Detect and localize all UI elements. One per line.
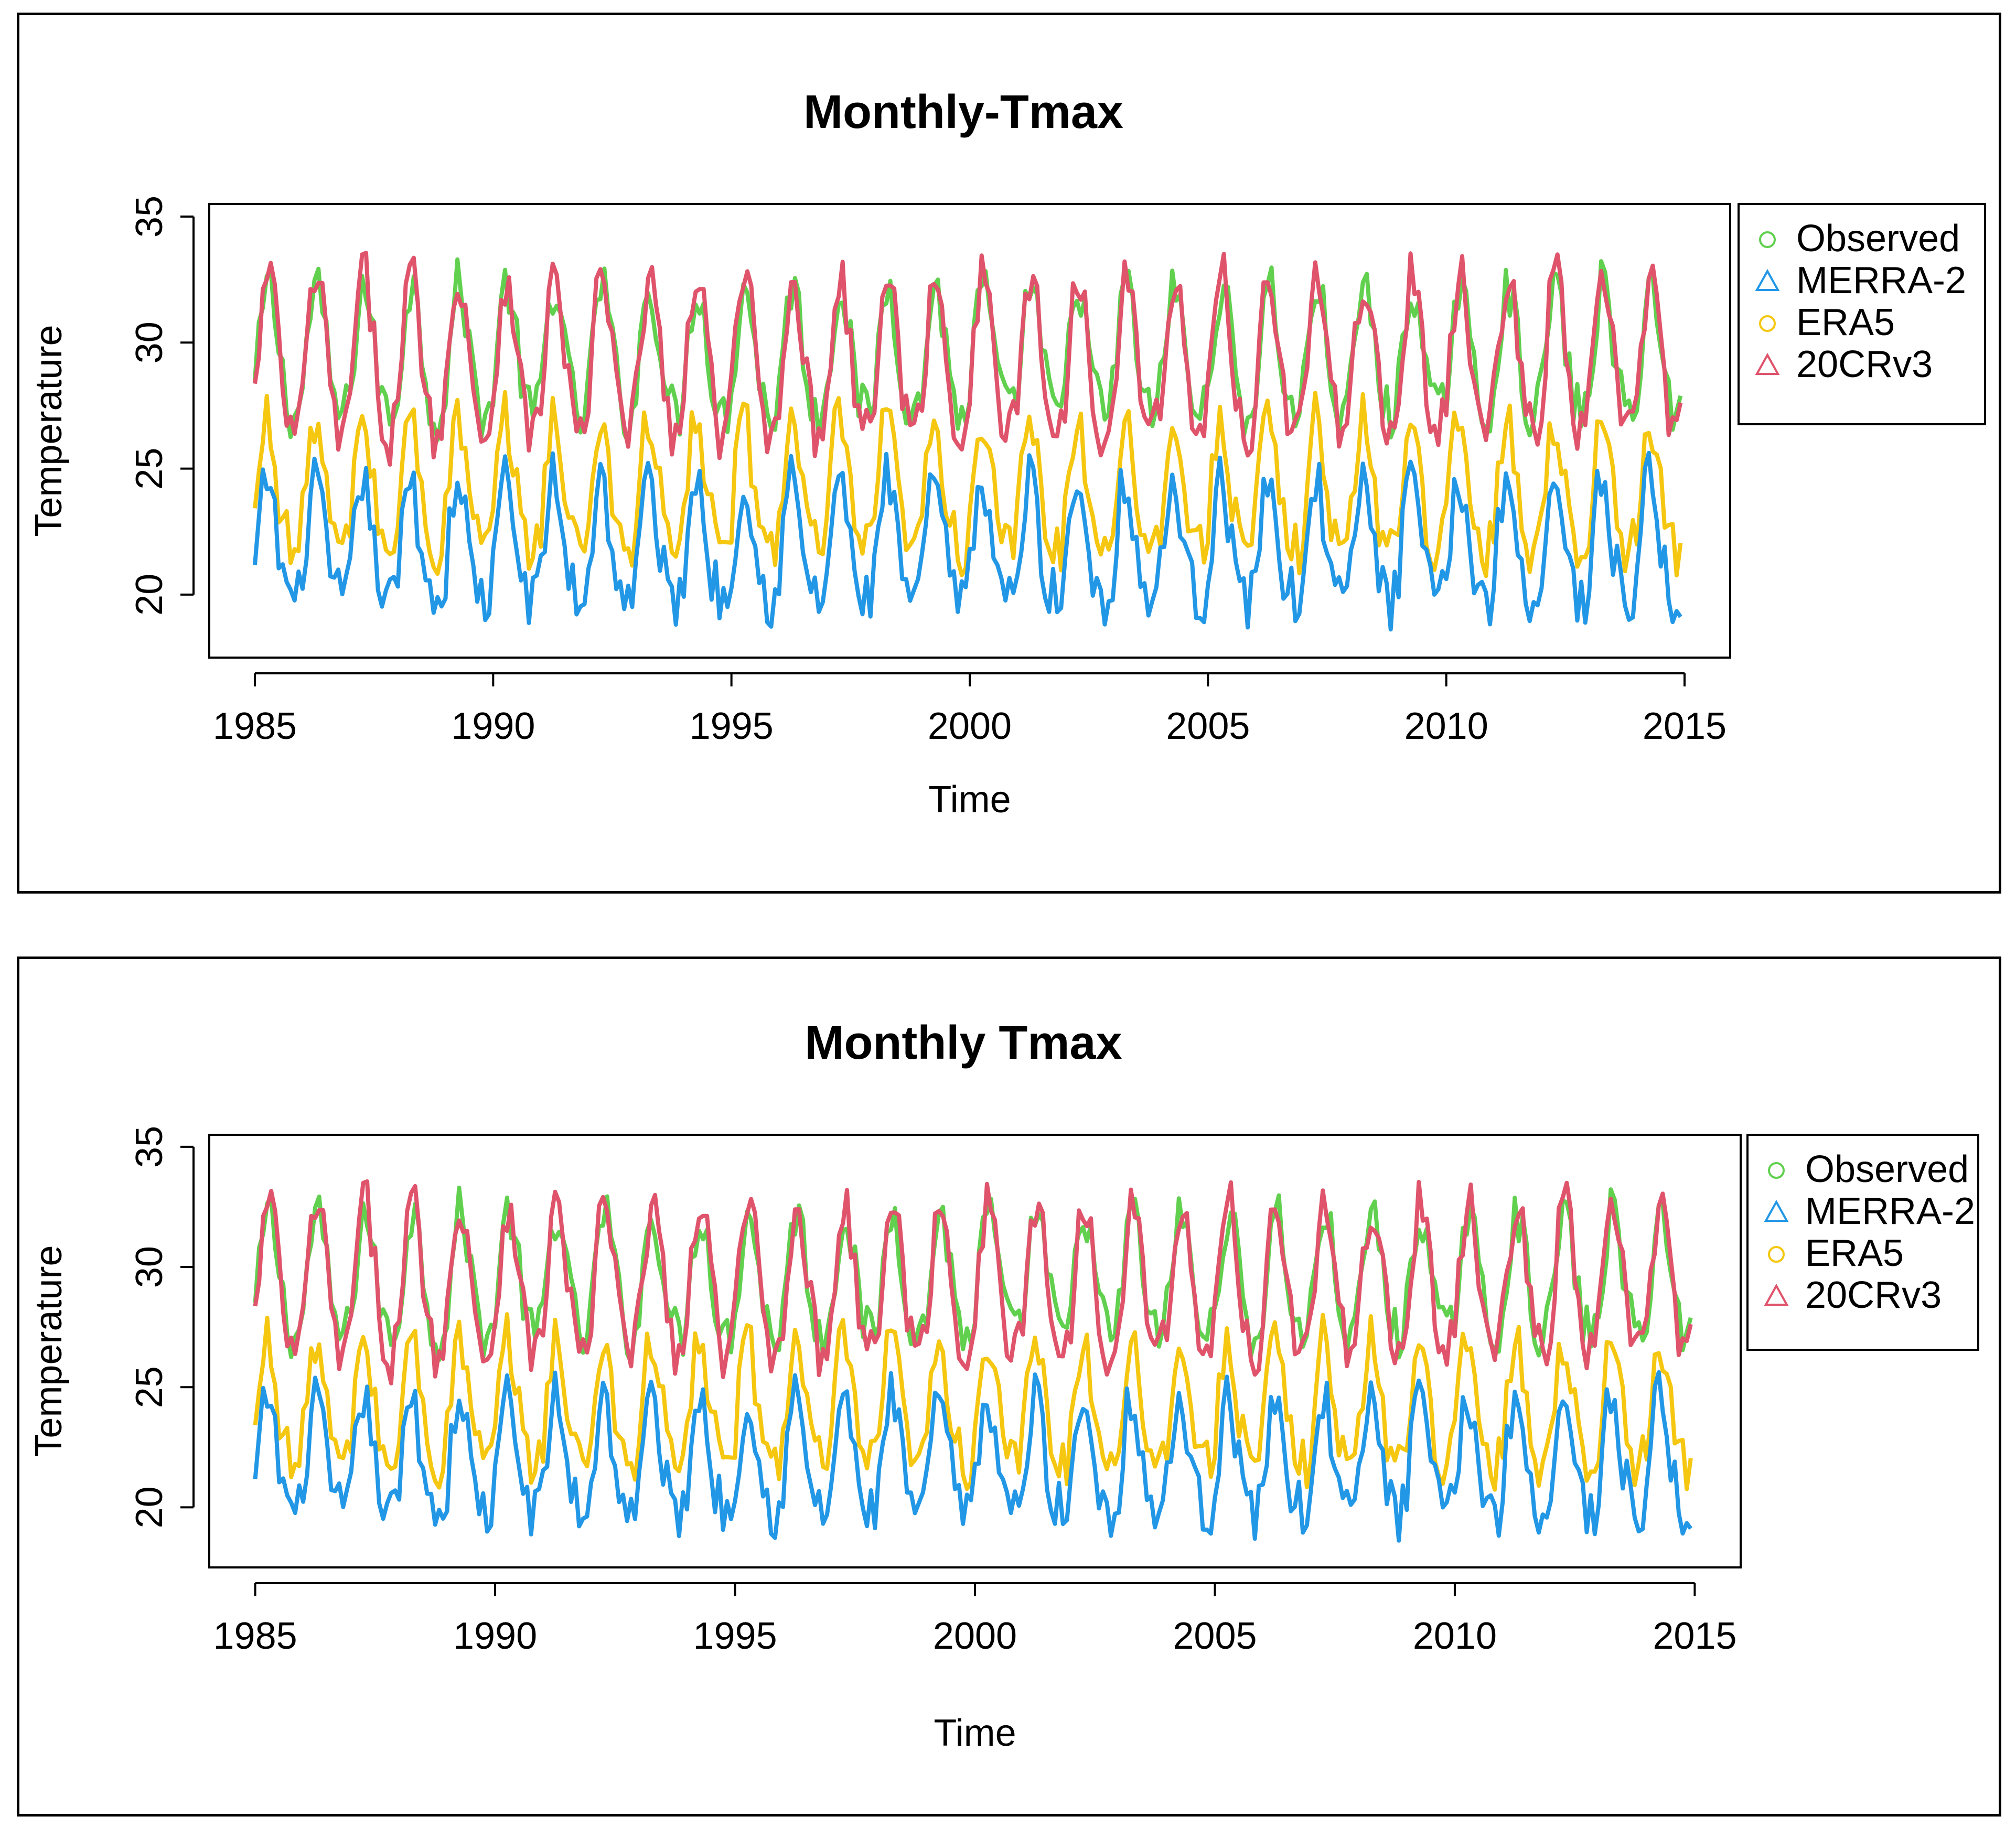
legend-label-observed: Observed [1805,1148,1969,1190]
x-tick-label: 2010 [1404,705,1488,747]
series-line-era5 [253,390,1683,578]
x-tick-label: 1985 [213,705,297,747]
legend-label-era5: ERA5 [1796,302,1895,343]
legend-marker-circle [1768,1162,1785,1179]
plot-frame [208,1134,1742,1568]
x-tick-label: 2000 [928,705,1012,747]
x-tick-label: 1995 [693,1615,777,1657]
legend-label-merra-2: MERRA-2 [1796,260,1966,302]
chart-title: Monthly-Tmax [803,86,1123,138]
chart-svg-2: Monthly Tmax 1985 1990 1995 2000 2005 2010 2015… [28,1017,1979,1754]
series-line-20crv3 [253,251,1683,467]
y-tick-label: 20 [128,1486,170,1528]
series-line-era5 [253,1312,1693,1492]
x-tick-label: 2015 [1653,1615,1736,1657]
y-tick-label: 30 [128,1246,170,1288]
x-tick-label: 2000 [933,1615,1017,1657]
x-tick-label: 2005 [1166,705,1250,747]
y-tick-label: 25 [128,448,170,490]
legend-marker-circle [1768,1246,1785,1263]
chart-panel-top: Monthly-Tmax 1985 1990 1995 2000 2005 2010 2015… [17,13,2001,894]
x-tick-label: 2005 [1173,1615,1257,1657]
x-tick-label: 2010 [1413,1615,1497,1657]
legend-label-20crv3: 20CRv3 [1805,1274,1942,1316]
y-tick-label: 35 [128,196,170,238]
legend-box [1746,1134,1979,1351]
x-tick-label: 2015 [1643,705,1727,747]
x-tick-label: 1985 [213,1615,297,1657]
legend-label-20crv3: 20CRv3 [1796,343,1933,385]
legend-label-era5: ERA5 [1805,1232,1904,1274]
y-axis-label: Temperature [28,1245,70,1457]
legend-marker-triangle [1764,1199,1789,1222]
legend-marker-triangle [1755,352,1780,375]
y-tick-label: 35 [128,1126,170,1168]
legend-box [1738,203,1986,425]
x-axis-label: Time [928,779,1011,821]
y-tick-label: 30 [128,321,170,363]
x-axis-label: Time [934,1712,1016,1754]
series-line-20crv3 [253,1179,1693,1385]
legend-label-merra-2: MERRA-2 [1805,1190,1975,1232]
legend-label-observed: Observed [1796,218,1960,260]
y-axis-label: Temperature [28,325,70,536]
legend-marker-triangle [1764,1283,1789,1306]
legend-marker-circle [1759,231,1776,248]
y-tick-label: 20 [128,574,170,616]
chart-panel-bottom: Monthly Tmax 1985 1990 1995 2000 2005 2010 2015… [17,957,2001,1817]
series-line-merra-2 [253,1370,1693,1543]
y-tick-label: 25 [128,1366,170,1408]
legend-marker-circle [1759,315,1776,332]
chart-title: Monthly Tmax [805,1017,1122,1069]
x-tick-label: 1995 [690,705,774,747]
legend-marker-triangle [1755,268,1780,291]
x-tick-label: 1990 [451,705,535,747]
series-line-merra-2 [253,450,1682,632]
plot-frame [208,203,1731,659]
x-tick-label: 1990 [453,1615,537,1657]
chart-svg-1: Monthly-Tmax 1985 1990 1995 2000 2005 2010 2015… [28,86,1986,821]
